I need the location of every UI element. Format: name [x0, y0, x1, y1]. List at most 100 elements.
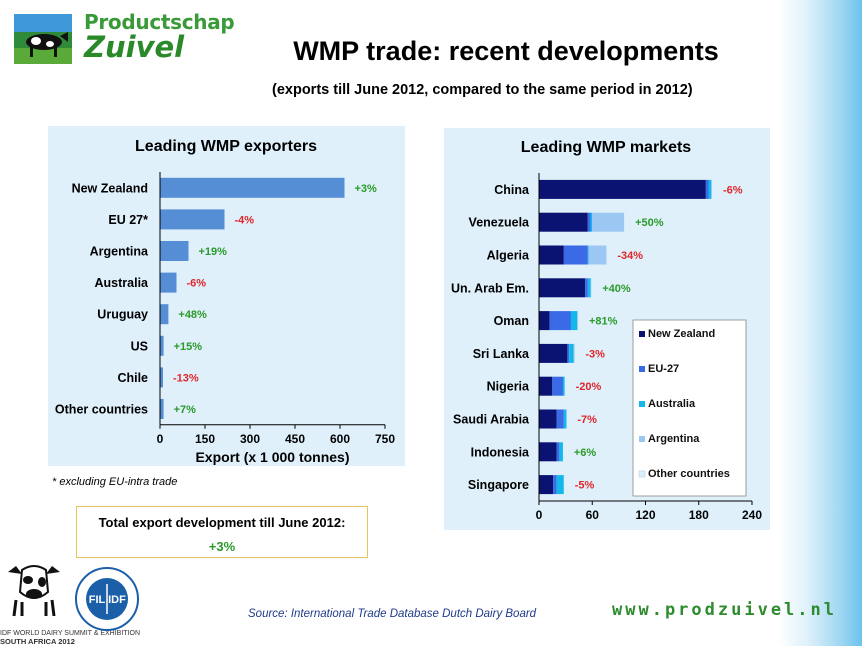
brand-line2: Zuivel [84, 30, 185, 64]
change-label: +48% [178, 309, 207, 321]
x-tick-label: 120 [635, 508, 655, 522]
legend-swatch [639, 366, 645, 372]
bar-segment-new-zealand [539, 409, 557, 429]
bar-segment-eu-27 [556, 442, 560, 462]
category-label: Oman [494, 314, 529, 328]
cow-logo-icon [14, 14, 72, 64]
x-axis-label: Export (x 1 000 tonnes) [195, 449, 349, 465]
bar-segment-new-zealand [539, 245, 564, 265]
page-title: WMP trade: recent developments [293, 36, 719, 66]
change-label: +40% [602, 283, 631, 295]
bar-segment-eu-27 [549, 311, 571, 331]
legend-swatch [639, 331, 645, 337]
legend-label: New Zealand [648, 328, 715, 340]
legend-swatch [639, 401, 645, 407]
bar-segment-australia [569, 343, 574, 363]
markets-chart: Leading WMP markets China -6% Venezuela +50%… [451, 139, 762, 522]
x-tick-label: 150 [195, 432, 215, 446]
bar-segment-eu-27 [705, 179, 709, 199]
bar-segment-other-countries [591, 278, 593, 298]
bar-segment-eu-27 [563, 245, 588, 265]
bar-segment-other-countries [562, 442, 564, 462]
website-link[interactable]: www.prodzuivel.nl [612, 600, 837, 620]
change-label: -4% [235, 214, 255, 226]
bar-segment-argentina [590, 278, 592, 298]
bar-segment-eu-27 [587, 212, 591, 232]
bar-segment-new-zealand [539, 179, 706, 199]
change-label: -6% [723, 184, 743, 196]
change-label: -3% [585, 348, 605, 360]
total-export-box: Total export development till June 2012:… [76, 506, 368, 558]
bar-segment-eu-27 [567, 343, 570, 363]
change-label: -34% [617, 250, 643, 262]
change-label: +3% [355, 183, 378, 195]
bar-segment-other-countries [712, 179, 713, 199]
x-tick-label: 0 [536, 508, 543, 522]
category-label: Venezuela [469, 216, 530, 230]
summit-cow-logo-icon [2, 560, 66, 618]
x-tick-label: 240 [742, 508, 762, 522]
total-export-label: Total export development till June 2012: [98, 515, 346, 530]
category-label: New Zealand [72, 181, 148, 195]
bar-segment-australia [590, 212, 593, 232]
bar-segment-eu-27 [552, 376, 563, 396]
bar-segment-new-zealand [539, 376, 553, 396]
change-label: -13% [173, 372, 199, 384]
exporters-chart-panel: Leading WMP exporters New Zealand +3% EU 27… [48, 126, 405, 466]
decorative-side-band [778, 0, 862, 646]
bar-australia [160, 272, 177, 293]
change-label: +6% [574, 447, 597, 459]
brand-line1: Productschap [84, 10, 235, 34]
change-label: -7% [577, 414, 597, 426]
category-label: Sri Lanka [473, 347, 530, 361]
category-label: Nigeria [487, 380, 530, 394]
markets-chart-panel: Leading WMP markets China -6% Venezuela +50%… [444, 128, 770, 530]
change-label: -5% [575, 480, 595, 492]
bar-segment-eu-27 [585, 278, 588, 298]
change-label: +19% [199, 246, 228, 258]
fil-text: FIL [89, 594, 106, 606]
bar-uruguay [160, 304, 169, 325]
bar-segment-australia [559, 442, 563, 462]
chart-title: Leading WMP markets [521, 139, 692, 156]
bar-us [160, 335, 164, 356]
bar-segment-new-zealand [539, 442, 557, 462]
category-label: Chile [117, 371, 148, 385]
bar-segment-new-zealand [539, 212, 588, 232]
change-label: +50% [635, 217, 664, 229]
summit-text-line1: IDF WORLD DAIRY SUMMIT & EXHIBITION [0, 630, 141, 637]
bar-argentina [160, 241, 189, 261]
bar-segment-australia [556, 475, 564, 495]
x-tick-label: 600 [330, 432, 350, 446]
category-label: US [131, 339, 148, 353]
legend-label: Other countries [648, 468, 730, 480]
bar-segment-australia [587, 278, 591, 298]
bar-segment-argentina [573, 343, 575, 363]
x-tick-label: 0 [157, 432, 164, 446]
bar-segment-new-zealand [539, 343, 568, 363]
bar-segment-other-countries [578, 311, 579, 331]
bar-segment-new-zealand [539, 311, 550, 331]
chart-title: Leading WMP exporters [135, 138, 317, 155]
bar-new-zealand [160, 177, 345, 198]
change-label: +15% [174, 341, 203, 353]
x-tick-label: 450 [285, 432, 305, 446]
category-label: Un. Arab Em. [451, 281, 529, 295]
legend-label: EU-27 [648, 363, 679, 375]
category-label: Other countries [55, 403, 148, 417]
bar-segment-argentina [592, 212, 625, 232]
change-label: +81% [589, 316, 618, 328]
change-label: -6% [187, 278, 207, 290]
exporters-chart: Leading WMP exporters New Zealand +3% EU 27… [55, 138, 395, 465]
category-label: Algeria [487, 249, 530, 263]
bar-segment-argentina [711, 179, 713, 199]
bar-segment-eu-27 [553, 475, 557, 495]
bar-segment-other-countries [566, 409, 568, 429]
bar-segment-new-zealand [539, 475, 554, 495]
category-label: Indonesia [471, 445, 530, 459]
category-label: Australia [95, 276, 150, 290]
bar-segment-other-countries [606, 245, 608, 265]
idf-text: IDF [108, 594, 126, 606]
bar-segment-other-countries [624, 212, 626, 232]
x-tick-label: 60 [586, 508, 600, 522]
